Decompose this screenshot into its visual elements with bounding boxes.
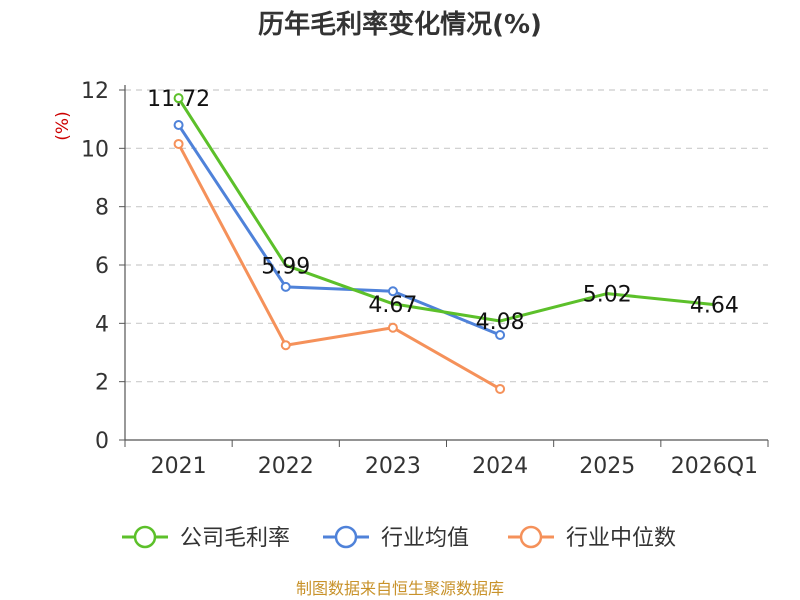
data-label-2: 4.67 [368, 293, 417, 318]
point-2-2 [387, 322, 398, 333]
data-label-3: 4.08 [476, 310, 525, 335]
legend-marker-1[interactable] [334, 525, 358, 549]
data-label-0: 11.72 [147, 87, 210, 112]
legend-marker-0[interactable] [133, 525, 157, 549]
legend-label-2[interactable]: 行业中位数 [566, 526, 676, 551]
x-tick-label-2026Q1: 2026Q1 [671, 454, 758, 479]
gridlines [125, 89, 768, 383]
y-tick-label-10: 10 [81, 137, 109, 162]
x-tick-label-2021: 2021 [151, 454, 207, 479]
point-1-0 [173, 120, 184, 130]
y-axis-label: (%) [53, 111, 73, 140]
legend-label-1[interactable]: 行业均值 [381, 526, 469, 551]
x-tick-label-2022: 2022 [258, 454, 314, 479]
y-tick-label-6: 6 [95, 254, 109, 279]
source-note: 制图数据来自恒生聚源数据库 [296, 579, 504, 598]
legend-label-0[interactable]: 公司毛利率 [180, 526, 290, 551]
point-1-2 [387, 286, 398, 297]
series-layer: 11.72 5.99 4.67 4.08 5.02 4.64 [147, 87, 739, 394]
y-tick-label-12: 12 [81, 79, 109, 104]
data-label-1: 5.99 [261, 254, 310, 279]
legend-marker-2[interactable] [519, 525, 543, 549]
point-1-1 [280, 281, 291, 292]
series-line-2 [177, 143, 501, 391]
point-1-3 [495, 330, 506, 340]
point-2-1 [280, 340, 291, 351]
axes: 0 2 4 6 8 10 12 2021 2022 2023 2024 2025 2026Q1 [81, 79, 769, 479]
y-tick-label-4: 4 [95, 312, 109, 337]
y-tick-label-0: 0 [95, 429, 109, 454]
x-tick-label-2025: 2025 [579, 454, 635, 479]
legend[interactable]: 公司毛利率 行业均值 行业中位数 [122, 525, 676, 551]
series-line-1 [177, 124, 501, 337]
chart-title: 历年毛利率变化情况(%) [258, 9, 542, 40]
data-label-5: 4.64 [690, 294, 739, 319]
point-2-0 [173, 138, 184, 149]
y-tick-label-8: 8 [95, 196, 109, 221]
x-tick-label-2024: 2024 [472, 454, 528, 479]
point-0-0 [173, 93, 184, 104]
x-tick-label-2023: 2023 [365, 454, 421, 479]
series-line-0 [177, 97, 715, 323]
y-tick-label-2: 2 [95, 371, 109, 396]
data-label-4: 5.02 [583, 283, 632, 308]
point-2-3 [495, 383, 506, 394]
